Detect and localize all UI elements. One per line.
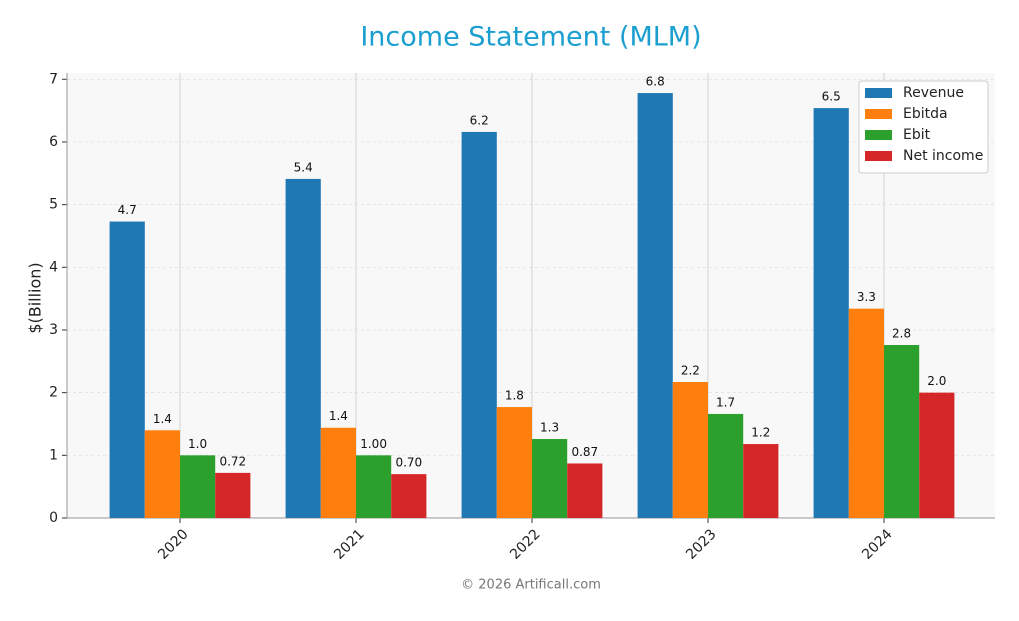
legend-swatch [865,109,892,119]
value-label: 2.8 [892,327,911,341]
bar [109,221,145,519]
value-label: 1.7 [716,395,735,409]
value-label: 4.7 [118,203,137,217]
bar [215,472,251,518]
bar [320,427,356,518]
value-label: 1.00 [360,437,387,451]
legend-box [858,80,989,174]
bar [285,178,321,518]
bar [919,392,955,518]
value-label: 0.87 [571,445,598,459]
legend-swatch [865,151,892,161]
legend-swatch [865,88,892,98]
bar [743,444,779,518]
legend-swatch [865,130,892,140]
value-label: 0.72 [219,454,246,468]
value-label: 0.70 [395,456,422,470]
bar [708,413,744,518]
value-label: 6.8 [646,75,665,89]
value-label: 3.3 [857,290,876,304]
bar [637,93,673,518]
value-label: 2.0 [927,374,946,388]
footer: © 2026 Artificall.com [461,578,601,593]
value-label: 2.2 [681,363,700,377]
value-label: 1.3 [540,421,559,435]
value-label: 6.5 [822,90,841,104]
legend-label: Ebitda [903,106,948,122]
value-label: 1.4 [153,412,172,426]
bar [180,455,216,518]
chart-title: Income Statement (MLM) [360,22,701,53]
bar [532,439,568,518]
bar [884,345,920,518]
y-tick-label: 4 [49,259,58,275]
y-tick-label: 1 [49,447,58,463]
bar [567,463,603,518]
y-tick-label: 0 [49,510,58,526]
y-tick-label: 3 [49,322,58,338]
y-tick-label: 7 [49,71,58,87]
bar [144,430,180,518]
y-tick-label: 6 [49,134,58,150]
value-label: 5.4 [294,160,313,174]
bar [813,108,849,518]
value-label: 1.2 [751,426,770,440]
y-axis-label: $(Billion) [26,262,45,333]
legend-label: Revenue [903,85,964,101]
legend-label: Ebit [903,127,931,143]
bar [848,308,884,518]
y-tick-label: 2 [49,385,58,401]
bar [672,381,708,518]
bar [391,474,427,518]
value-label: 6.2 [470,113,489,127]
value-label: 1.4 [329,409,348,423]
bar [496,407,532,518]
bar [356,455,392,518]
value-label: 1.8 [505,389,524,403]
value-label: 1.0 [188,437,207,451]
legend-label: Net income [903,148,983,164]
bar [461,131,497,518]
y-tick-label: 5 [49,197,58,213]
